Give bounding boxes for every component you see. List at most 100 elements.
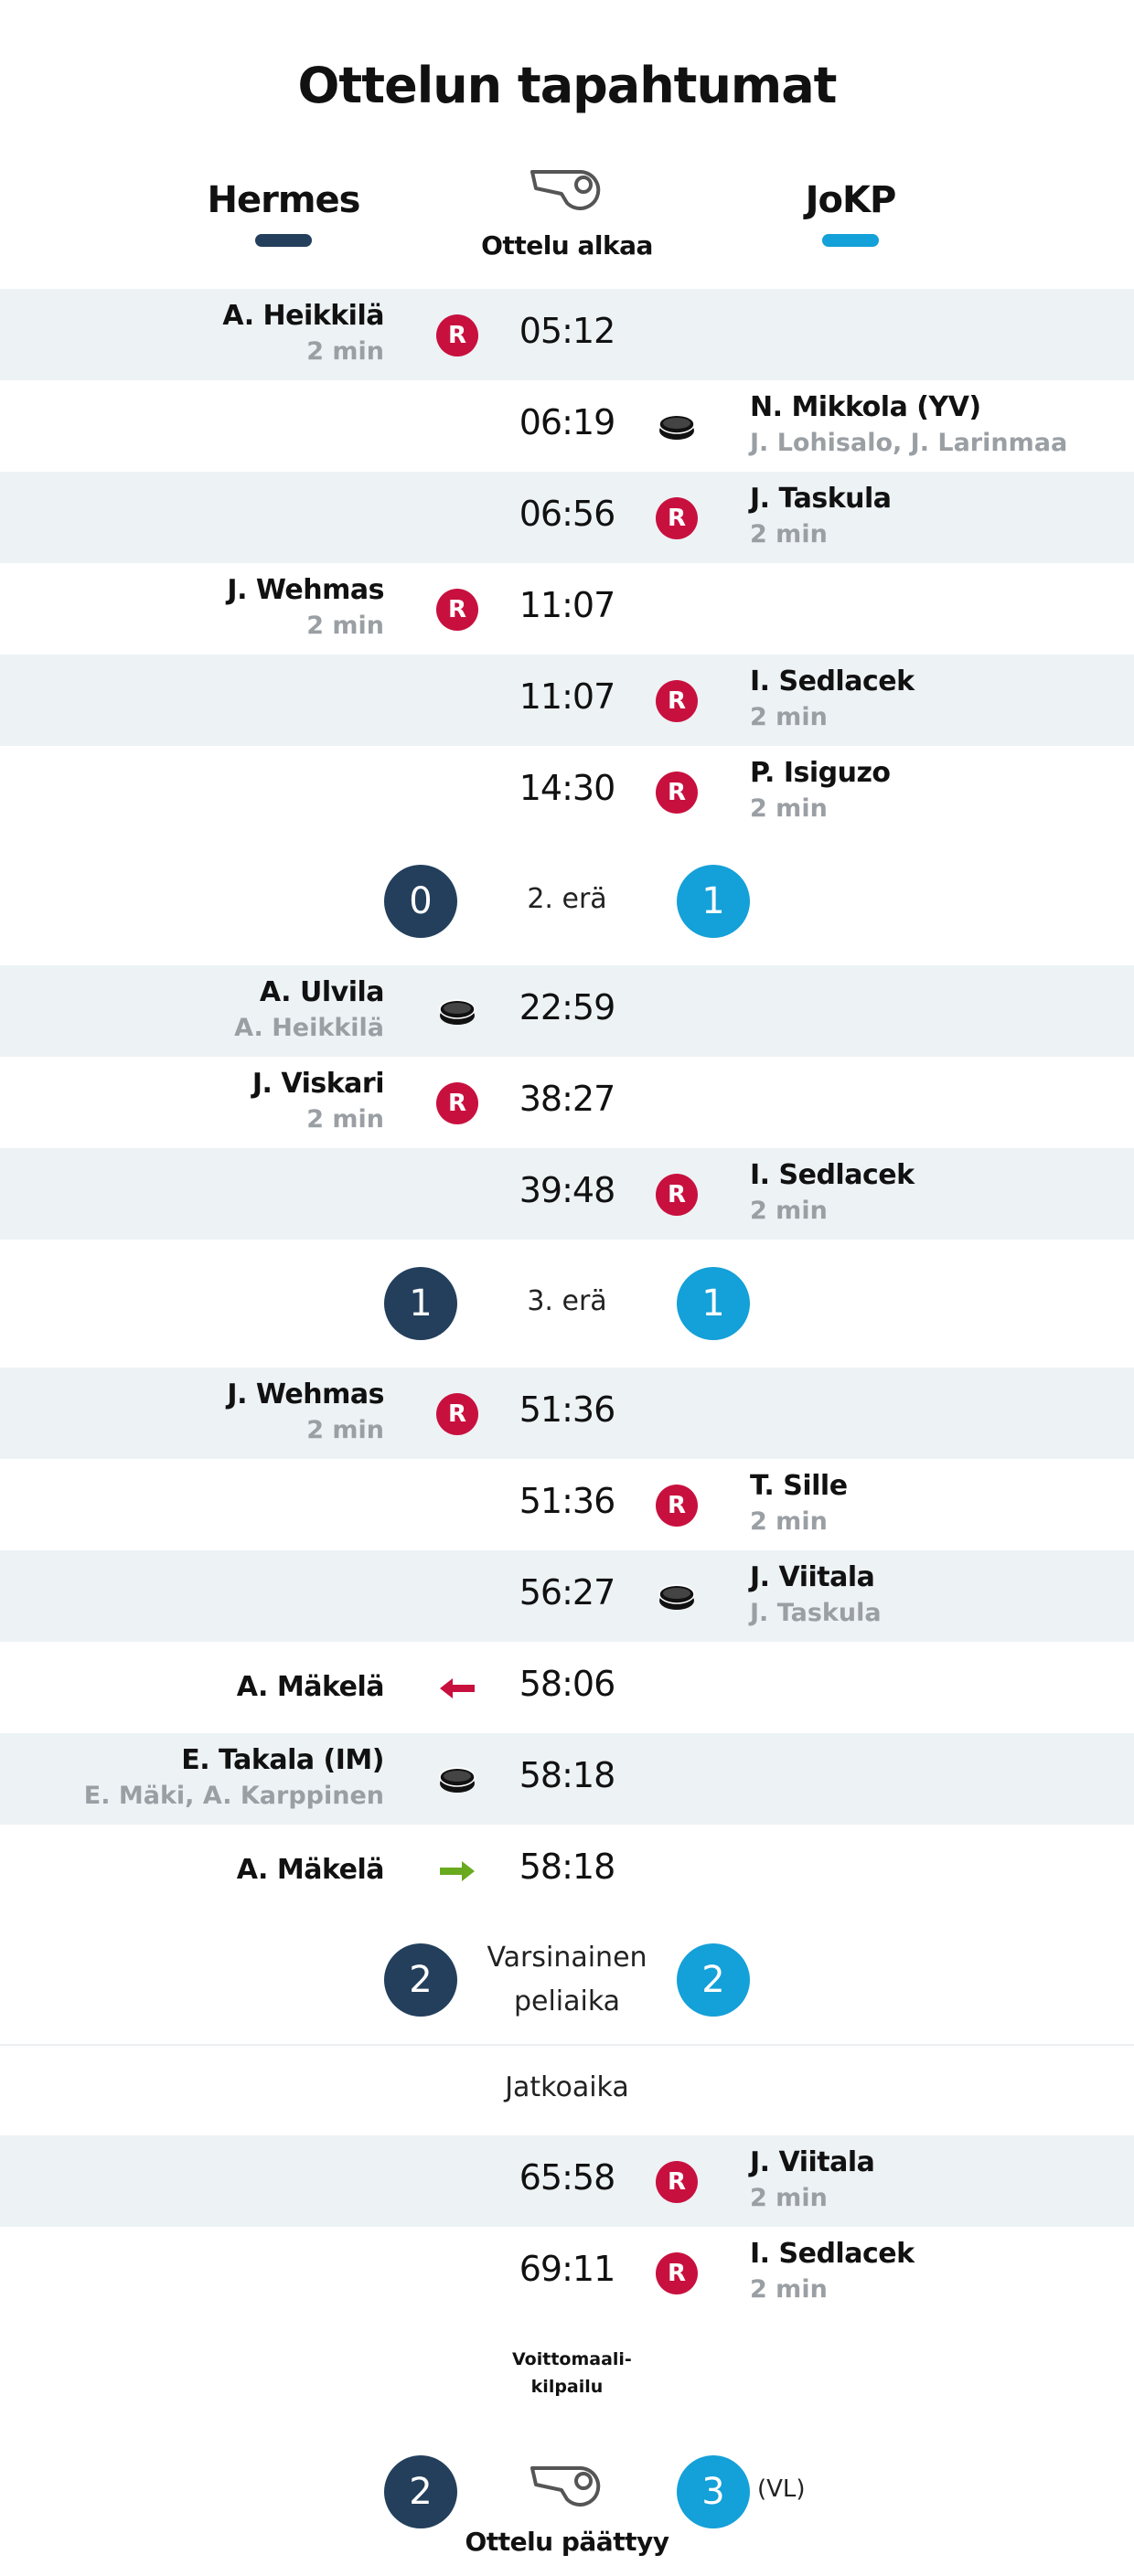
penalty-badge: R (656, 1485, 698, 1527)
event-row: 11:07 R I. Sedlacek 2 min (0, 655, 1134, 746)
event-names: J. Viskari 2 min (0, 1066, 385, 1137)
event-row: 58:18 E. Takala (IM) E. Mäki, A. Karppinen (0, 1733, 1134, 1825)
event-time: 58:06 (519, 1664, 616, 1704)
home-score: 0 (384, 865, 457, 938)
event-time: 11:07 (519, 585, 616, 625)
event-time: 58:18 (519, 1755, 616, 1795)
period-label: Varsinainen peliaika (487, 1942, 647, 2017)
penalty-icon: R (656, 680, 698, 722)
event-names: E. Takala (IM) E. Mäki, A. Karppinen (0, 1742, 385, 1814)
penalty-badge: R (656, 2161, 698, 2203)
puck-icon (436, 991, 478, 1033)
penalty-duration: 2 min (750, 794, 828, 823)
puck-icon (436, 1759, 478, 1801)
event-row: 14:30 R P. Isiguzo 2 min (0, 746, 1134, 837)
whistle-icon (529, 2459, 605, 2507)
event-row: 06:19 N. Mikkola (YV) J. Lohisalo, J. Lari… (0, 380, 1134, 472)
penalty-icon: R (656, 2252, 698, 2294)
away-final-score: 3 (677, 2455, 750, 2528)
event-time: 51:36 (519, 1389, 616, 1430)
event-row: 05:12 R A. Heikkilä 2 min (0, 289, 1134, 380)
event-names: A. Mäkelä (0, 1651, 385, 1724)
goalie-in-arrow-icon (436, 1850, 478, 1892)
penalty-icon: R (436, 589, 478, 631)
player-name: E. Takala (IM) (181, 1744, 384, 1776)
player-name: T. Sille (750, 1470, 848, 1502)
away-score: 1 (677, 865, 750, 938)
event-time: 11:07 (519, 676, 616, 717)
player-name: P. Isiguzo (750, 757, 891, 789)
overtime-label: Jatkoaika (505, 2071, 629, 2103)
away-team-name: JoKP (805, 179, 897, 221)
penalty-icon: R (656, 772, 698, 814)
penalty-icon: R (656, 1174, 698, 1216)
player-name: A. Heikkilä (222, 300, 384, 332)
away-team-color-bar (822, 234, 879, 247)
period-label: 2. erä (527, 883, 607, 915)
event-names: A. Mäkelä (0, 1834, 385, 1907)
period-summary-2: 0 2. erä 1 (0, 837, 1134, 965)
divider (0, 2044, 1134, 2046)
page-title: Ottelun tapahtumat (297, 57, 838, 114)
event-names: P. Isiguzo 2 min (750, 755, 1134, 826)
event-names: J. Wehmas 2 min (0, 572, 384, 644)
event-names: I. Sedlacek 2 min (750, 1157, 1134, 1229)
penalty-duration: 2 min (750, 1197, 828, 1225)
player-name: A. Mäkelä (236, 1671, 385, 1703)
penalty-icon: R (436, 1082, 478, 1124)
final-summary: 2 3 (VL) (0, 2428, 1134, 2556)
penalty-icon: R (436, 314, 478, 357)
event-row: 56:27 J. Viitala J. Taskula (0, 1550, 1134, 1642)
event-names: J. Viitala 2 min (750, 2145, 1134, 2216)
event-names: A. Heikkilä 2 min (0, 298, 384, 369)
event-names: N. Mikkola (YV) J. Lohisalo, J. Larinmaa (750, 389, 1134, 461)
event-time: 14:30 (519, 768, 616, 808)
match-start-label: Ottelu alkaa (481, 230, 653, 261)
penalty-icon: R (656, 1485, 698, 1527)
event-row: 58:06 A. Mäkelä (0, 1642, 1134, 1733)
event-row: 11:07 R J. Wehmas 2 min (0, 563, 1134, 655)
assists: A. Heikkilä (234, 1014, 384, 1042)
event-names: J. Wehmas 2 min (0, 1377, 384, 1448)
penalty-badge: R (656, 497, 698, 539)
away-score: 2 (677, 1943, 750, 2017)
event-row: 51:36 R T. Sille 2 min (0, 1459, 1134, 1550)
puck-icon (656, 1576, 698, 1618)
home-team-color-bar (255, 234, 312, 247)
event-time: 38:27 (519, 1079, 616, 1119)
home-score: 1 (384, 1267, 457, 1340)
home-score: 2 (384, 1943, 457, 2017)
player-name: N. Mikkola (YV) (750, 391, 981, 423)
penalty-duration: 2 min (306, 612, 384, 640)
event-row: 22:59 A. Ulvila A. Heikkilä (0, 965, 1134, 1057)
event-time: 56:27 (519, 1572, 616, 1613)
period-label: 3. erä (527, 1285, 607, 1317)
period-summary-3: 1 3. erä 1 (0, 1240, 1134, 1368)
assists: J. Taskula (750, 1599, 882, 1627)
player-name: I. Sedlacek (750, 1159, 915, 1191)
event-row: 65:58 R J. Viitala 2 min (0, 2135, 1134, 2227)
event-names: J. Viitala J. Taskula (750, 1559, 1134, 1631)
event-time: 69:11 (519, 2249, 616, 2289)
event-time: 06:19 (519, 402, 616, 442)
penalty-icon: R (656, 497, 698, 539)
shootout-note: (VL) (757, 2475, 806, 2503)
event-time: 06:56 (519, 494, 616, 534)
player-name: I. Sedlacek (750, 2238, 915, 2270)
player-name: J. Wehmas (227, 1378, 384, 1410)
player-name: J. Viskari (251, 1068, 385, 1100)
event-row: 51:36 R J. Wehmas 2 min (0, 1368, 1134, 1459)
player-name: J. Wehmas (227, 574, 384, 606)
penalty-duration: 2 min (750, 520, 828, 548)
penalty-icon: R (656, 2161, 698, 2203)
regulation-summary: 2 Varsinainen peliaika 2 (0, 1916, 1134, 2044)
penalty-duration: 2 min (306, 1105, 384, 1134)
penalty-badge: R (656, 772, 698, 814)
penalty-badge: R (436, 1393, 478, 1435)
event-time: 39:48 (519, 1170, 616, 1210)
event-time: 58:18 (519, 1847, 616, 1887)
home-team-name: Hermes (207, 179, 361, 221)
player-name: J. Taskula (750, 483, 892, 515)
penalty-duration: 2 min (306, 337, 384, 366)
penalty-badge: R (656, 680, 698, 722)
